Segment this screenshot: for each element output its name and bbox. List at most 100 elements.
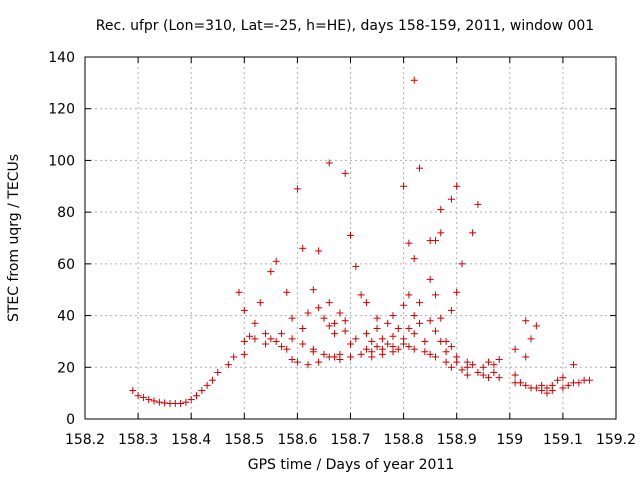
data-point bbox=[469, 361, 477, 369]
data-point bbox=[293, 358, 301, 366]
data-point bbox=[288, 335, 296, 343]
data-point bbox=[384, 319, 392, 327]
data-point bbox=[442, 348, 450, 356]
data-point bbox=[341, 317, 349, 325]
data-point bbox=[389, 332, 397, 340]
data-point bbox=[182, 398, 190, 406]
x-tick-label: 159.2 bbox=[596, 432, 636, 448]
data-point bbox=[410, 312, 418, 320]
chart-title: Rec. ufpr (Lon=310, Lat=-25, h=HE), days… bbox=[96, 18, 594, 34]
data-point bbox=[532, 322, 540, 330]
data-point bbox=[485, 374, 493, 382]
data-point bbox=[331, 330, 339, 338]
data-point bbox=[336, 309, 344, 317]
data-point bbox=[224, 361, 232, 369]
x-tick-label: 158.7 bbox=[330, 432, 370, 448]
data-point bbox=[548, 381, 556, 389]
data-point bbox=[437, 229, 445, 237]
data-point bbox=[453, 182, 461, 190]
data-point bbox=[378, 350, 386, 358]
data-point bbox=[405, 343, 413, 351]
x-tick-label: 158.5 bbox=[224, 432, 264, 448]
data-point bbox=[410, 255, 418, 263]
data-point bbox=[235, 288, 243, 296]
data-point bbox=[511, 345, 519, 353]
data-point bbox=[426, 275, 434, 283]
data-point bbox=[516, 379, 524, 387]
data-point bbox=[161, 399, 169, 407]
data-point bbox=[373, 343, 381, 351]
data-point bbox=[490, 361, 498, 369]
data-point bbox=[230, 353, 238, 361]
data-point bbox=[368, 337, 376, 345]
data-point bbox=[522, 317, 530, 325]
x-axis-label: GPS time / Days of year 2011 bbox=[248, 457, 455, 473]
data-point bbox=[315, 358, 323, 366]
data-point bbox=[564, 381, 572, 389]
data-point bbox=[214, 368, 222, 376]
data-point bbox=[251, 319, 259, 327]
x-tick-label: 159 bbox=[496, 432, 523, 448]
data-point bbox=[416, 164, 424, 172]
data-point bbox=[458, 260, 466, 268]
data-point bbox=[447, 363, 455, 371]
data-point bbox=[394, 325, 402, 332]
y-tick-label: 40 bbox=[57, 309, 75, 325]
data-point bbox=[490, 368, 498, 376]
data-point bbox=[362, 330, 370, 338]
data-point bbox=[431, 237, 439, 245]
data-point bbox=[272, 337, 280, 345]
data-point bbox=[177, 399, 185, 407]
data-point bbox=[129, 387, 137, 395]
data-point bbox=[421, 337, 429, 345]
data-point bbox=[394, 345, 402, 353]
data-point bbox=[495, 374, 503, 382]
data-point bbox=[352, 262, 360, 270]
data-point bbox=[559, 384, 567, 392]
y-tick-label: 80 bbox=[57, 205, 75, 221]
data-point bbox=[405, 325, 413, 332]
data-point bbox=[410, 330, 418, 338]
y-axis-label: STEC from uqrg / TECUs bbox=[6, 154, 22, 322]
data-point bbox=[389, 312, 397, 320]
data-point bbox=[400, 335, 408, 343]
data-point bbox=[400, 301, 408, 309]
data-point bbox=[357, 291, 365, 299]
data-point bbox=[416, 299, 424, 307]
y-tick-label: 0 bbox=[66, 412, 75, 428]
data-point bbox=[373, 314, 381, 322]
data-point bbox=[240, 337, 248, 345]
data-point bbox=[309, 286, 317, 294]
data-point bbox=[208, 376, 216, 384]
data-point bbox=[331, 319, 339, 327]
data-point bbox=[325, 353, 333, 361]
x-tick-label: 158.8 bbox=[384, 432, 424, 448]
data-point bbox=[570, 361, 578, 369]
data-point bbox=[272, 257, 280, 265]
data-point bbox=[453, 358, 461, 366]
data-point bbox=[410, 345, 418, 353]
data-point bbox=[347, 340, 354, 348]
data-point bbox=[325, 159, 333, 167]
data-point bbox=[277, 330, 285, 338]
data-point bbox=[522, 381, 530, 389]
y-tick-label: 140 bbox=[48, 50, 75, 66]
data-point bbox=[405, 291, 413, 299]
data-point bbox=[538, 387, 546, 395]
data-point bbox=[341, 169, 349, 177]
data-point bbox=[150, 397, 158, 405]
data-point bbox=[288, 356, 296, 364]
x-tick-label: 158.6 bbox=[277, 432, 317, 448]
data-point bbox=[426, 317, 434, 325]
data-point bbox=[320, 350, 328, 358]
data-point bbox=[315, 304, 323, 312]
data-point bbox=[134, 392, 142, 400]
data-point bbox=[203, 381, 211, 389]
data-point bbox=[431, 353, 439, 361]
data-point bbox=[442, 358, 450, 366]
data-point bbox=[288, 314, 296, 322]
data-point bbox=[299, 325, 307, 332]
data-point bbox=[554, 376, 562, 384]
data-point bbox=[304, 309, 312, 317]
